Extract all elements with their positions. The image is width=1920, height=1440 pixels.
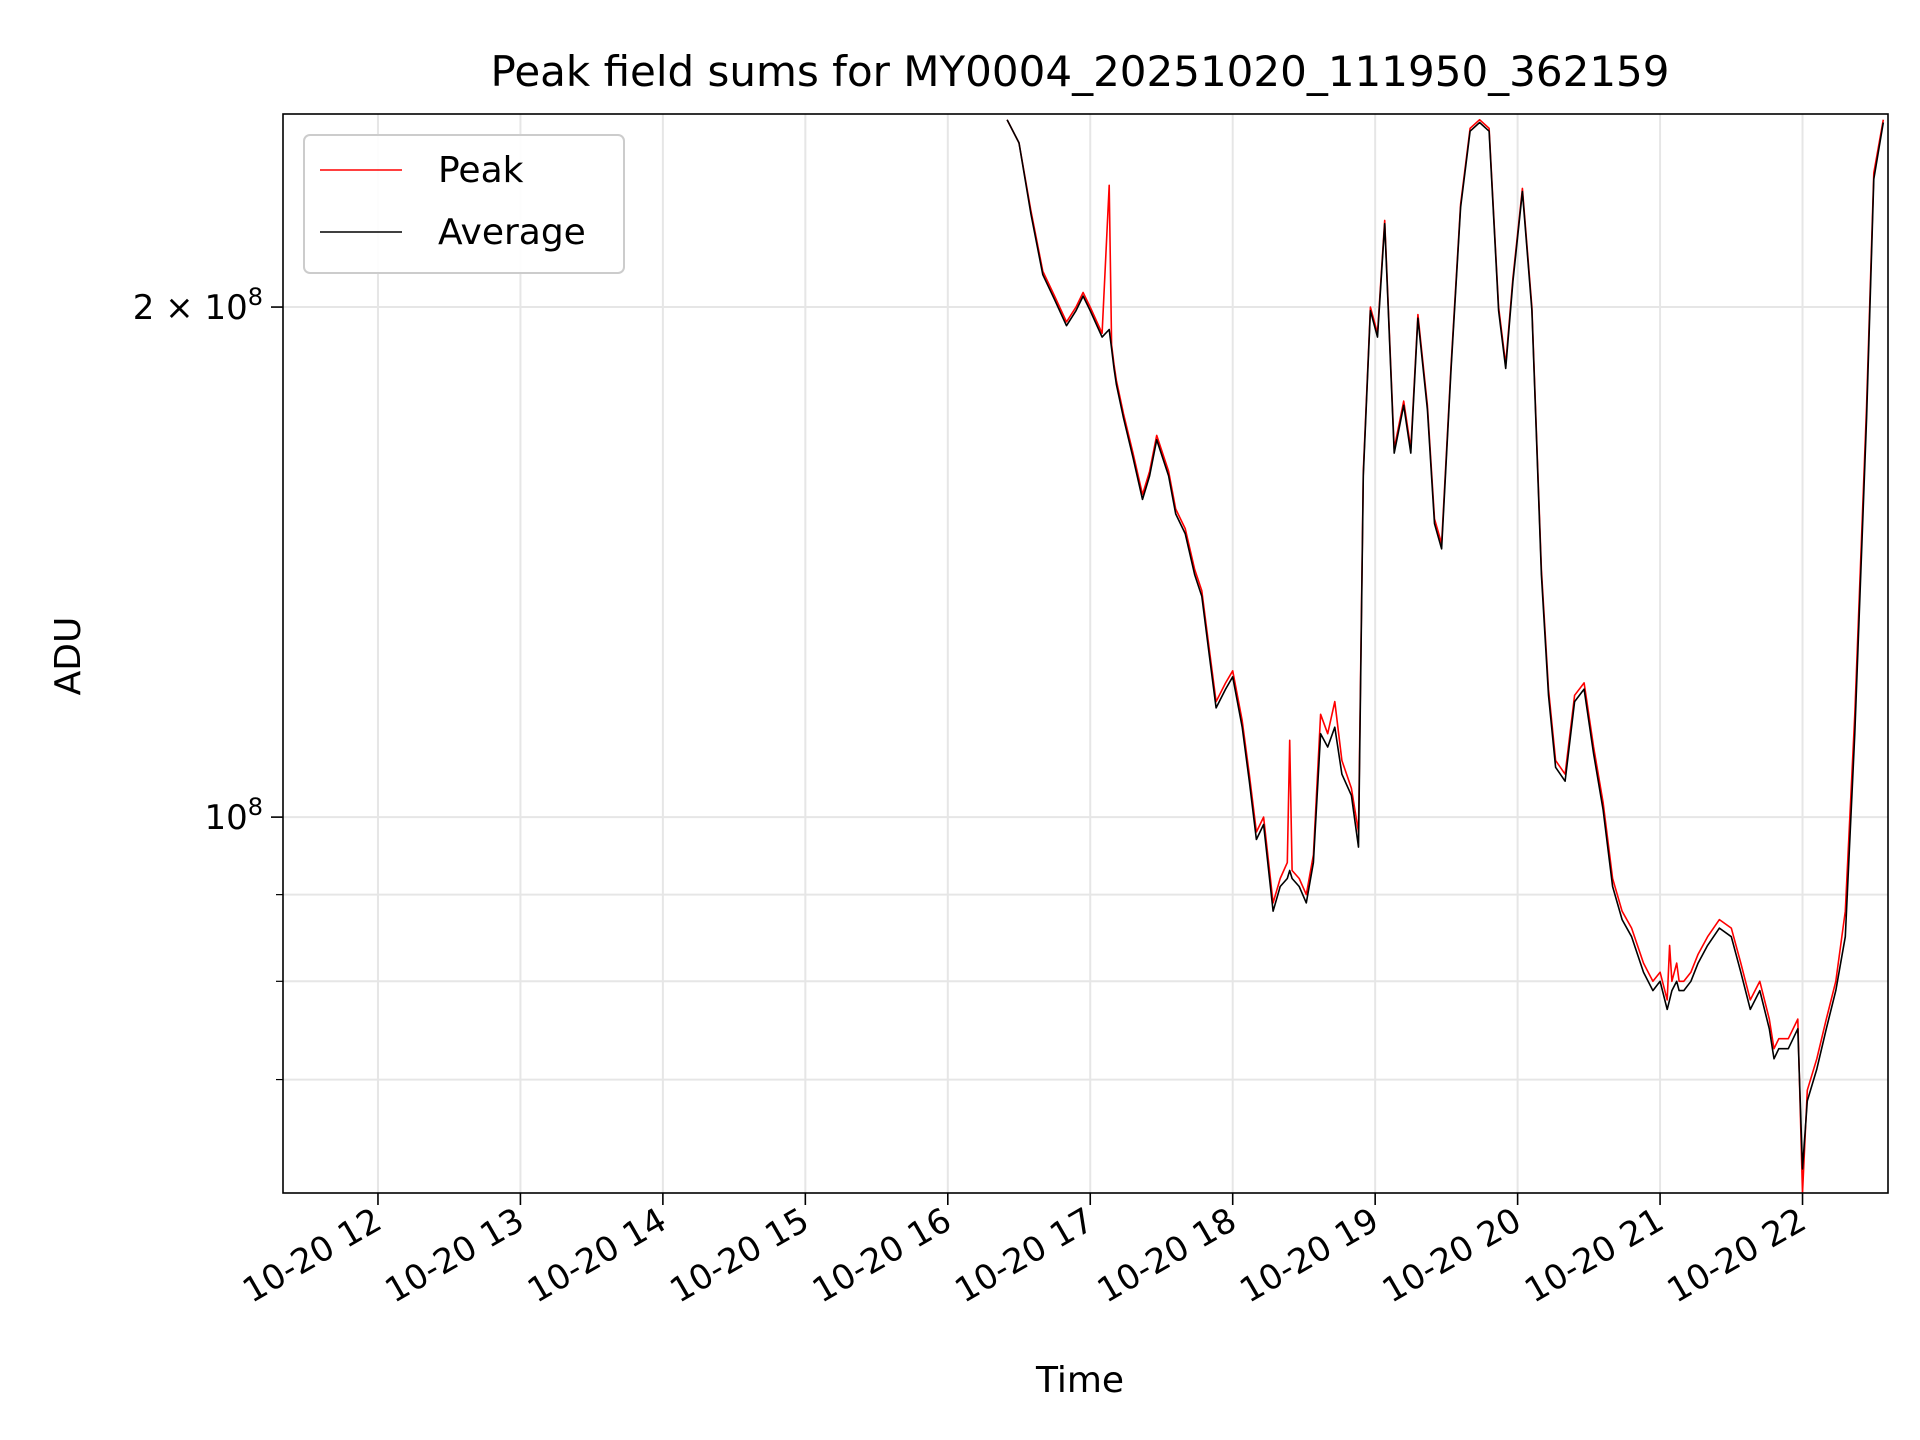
axes-frame — [282, 113, 1889, 1194]
y-tick-label: 2 × 108 — [133, 283, 263, 328]
legend-label-peak: Peak — [438, 150, 524, 191]
chart-title: Peak field sums for MY0004_20251020_1119… — [490, 47, 1669, 96]
legend-label-average: Average — [438, 212, 586, 253]
y-axis-label: ADU — [48, 617, 89, 696]
series-line-average — [1006, 119, 1885, 1170]
series-layer — [1006, 118, 1885, 1193]
x-axis-label: Time — [1035, 1360, 1124, 1401]
legend: Peak Average — [303, 134, 625, 274]
grid-lines — [283, 114, 1888, 1193]
y-tick-label: 108 — [204, 793, 263, 838]
